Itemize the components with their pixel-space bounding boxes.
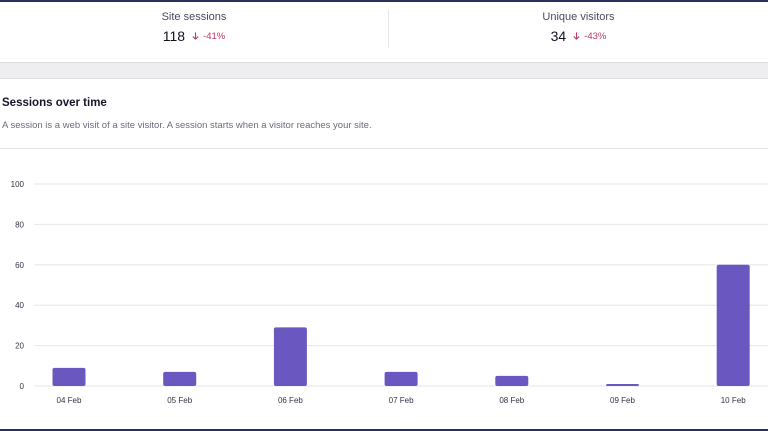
stat-label: Unique visitors [542, 11, 615, 23]
section-separator [0, 62, 768, 79]
stat-value: 118 [162, 28, 186, 44]
bottom-border [0, 429, 768, 431]
stat-value-row: 118 -41% [0, 28, 388, 44]
x-tick-label: 08 Feb [499, 396, 524, 405]
x-tick-label: 09 Feb [610, 396, 635, 405]
y-tick-label: 100 [11, 180, 25, 189]
x-tick-label: 04 Feb [57, 396, 82, 405]
stats-bar: Site sessions 118 -41% Unique visitors 3… [0, 2, 768, 62]
stat-value: 34 [550, 28, 567, 44]
bar-10-feb[interactable] [716, 264, 750, 386]
arrow-down-icon [192, 32, 199, 40]
bar-08-feb[interactable] [495, 375, 529, 386]
bar-07-feb[interactable] [384, 371, 418, 386]
section-title: Sessions over time [2, 97, 107, 109]
y-tick-label: 0 [20, 382, 25, 391]
stat-unique-visitors[interactable]: Unique visitors 34 -43% [389, 2, 768, 62]
x-tick-label: 10 Feb [721, 396, 746, 405]
y-tick-label: 80 [15, 220, 24, 229]
stat-value-row: 34 -43% [389, 28, 768, 44]
stat-delta: -43% [572, 31, 606, 42]
section-divider [0, 148, 768, 149]
stat-delta: -41% [191, 31, 225, 42]
sessions-bar-chart: 0 20 40 60 80 100 04 Feb 05 Feb 06 Feb 07 Feb 08 F… [11, 180, 768, 405]
stat-divider [388, 10, 389, 48]
arrow-down-icon [573, 32, 580, 40]
x-tick-label: 05 Feb [167, 396, 192, 405]
stat-delta-value: -41% [203, 30, 226, 42]
stat-delta-value: -43% [584, 30, 607, 42]
section-description: A session is a web visit of a site visit… [2, 120, 372, 131]
stat-label: Site sessions [161, 11, 227, 23]
top-border [0, 0, 768, 2]
bar-09-feb[interactable] [606, 383, 639, 386]
bar-04-feb[interactable] [52, 367, 86, 386]
stat-site-sessions[interactable]: Site sessions 118 -41% [0, 2, 388, 62]
x-tick-label: 06 Feb [278, 396, 303, 405]
y-tick-label: 40 [15, 301, 24, 310]
bar-06-feb[interactable] [273, 327, 307, 386]
y-tick-label: 20 [15, 342, 24, 351]
bar-05-feb[interactable] [163, 371, 197, 386]
y-tick-label: 60 [15, 261, 24, 270]
x-tick-label: 07 Feb [389, 396, 414, 405]
